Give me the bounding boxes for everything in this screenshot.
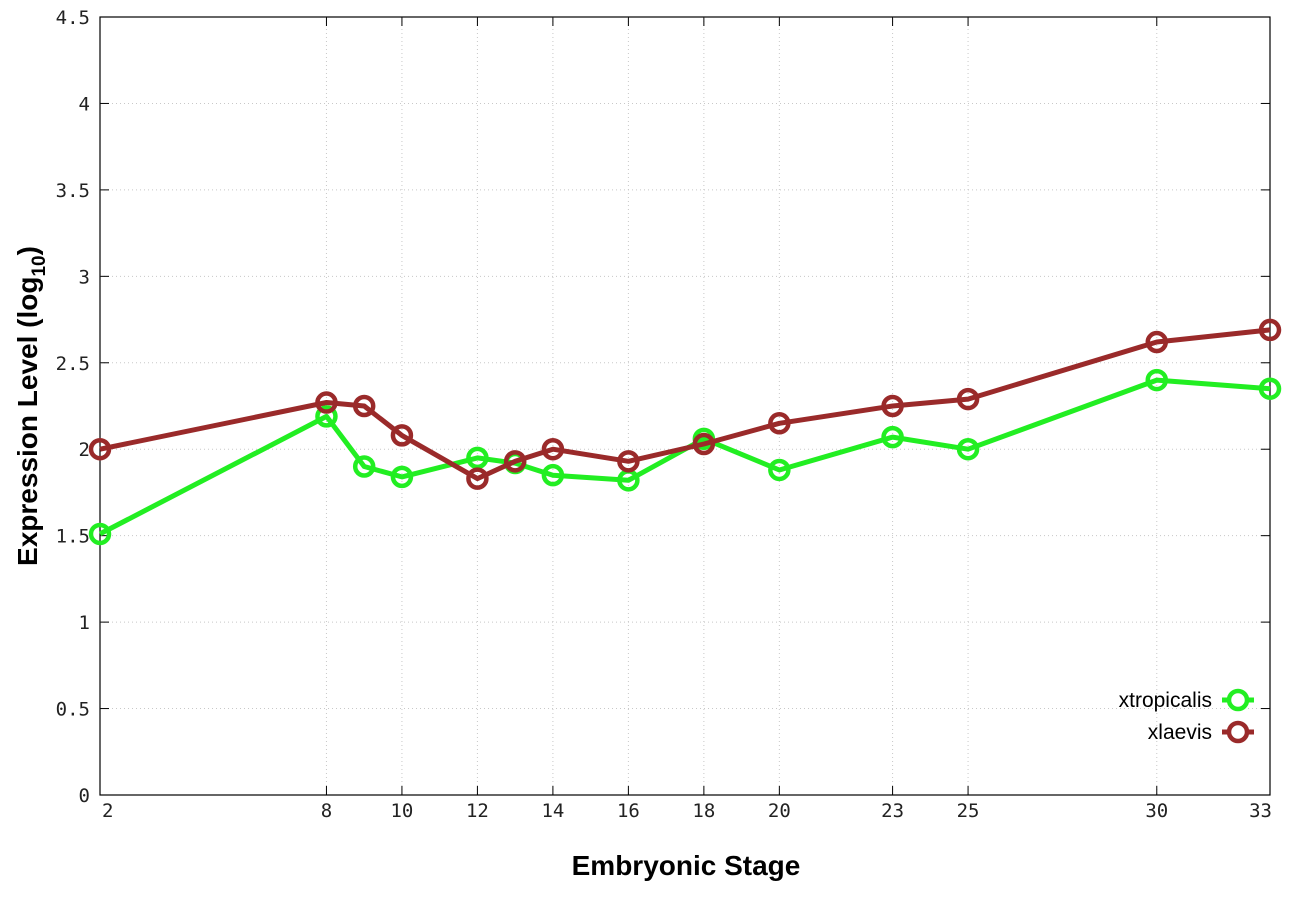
y-axis-title-subscript: 10 xyxy=(29,255,50,276)
y-tick-label: 2 xyxy=(79,439,90,461)
legend-label-xtropicalis: xtropicalis xyxy=(1119,689,1212,712)
data-point-xtropicalis xyxy=(315,405,338,428)
y-axis-title: Expression Level (log10) xyxy=(12,246,50,566)
x-tick-label: 14 xyxy=(541,800,564,822)
legend: xtropicalis xlaevis xyxy=(1119,688,1254,744)
data-point-xlaevis xyxy=(352,394,376,418)
y-tick-label: 2.5 xyxy=(56,353,90,375)
data-point-xlaevis xyxy=(1258,318,1282,342)
x-tick-label: 10 xyxy=(390,800,413,822)
data-point-xtropicalis xyxy=(617,469,640,492)
data-series xyxy=(88,318,1282,546)
data-point-xlaevis xyxy=(541,437,565,461)
data-point-xlaevis xyxy=(315,391,338,414)
y-axis-ticks: 0 0.5 1 1.5 2 2.5 3 3.5 4 4.5 xyxy=(56,7,1270,807)
data-point-xtropicalis xyxy=(352,455,376,478)
y-tick-label: 1 xyxy=(79,612,90,634)
data-point-xtropicalis xyxy=(956,437,980,461)
series-xlaevis xyxy=(88,318,1282,490)
data-point-xlaevis xyxy=(503,450,527,473)
y-tick-label: 1.5 xyxy=(56,526,90,548)
x-axis-title: Embryonic Stage xyxy=(572,850,801,881)
data-point-xtropicalis xyxy=(1145,368,1169,392)
x-tick-label: 2 xyxy=(102,800,113,822)
x-tick-label: 30 xyxy=(1145,800,1168,822)
x-tick-label: 23 xyxy=(881,800,904,822)
x-tick-label: 33 xyxy=(1249,800,1272,822)
y-tick-label: 3 xyxy=(79,266,90,288)
data-point-xlaevis xyxy=(466,467,489,490)
data-point-xtropicalis xyxy=(466,446,489,470)
data-point-xlaevis xyxy=(390,424,414,447)
data-point-xlaevis xyxy=(88,437,112,461)
plot-area-frame xyxy=(99,16,1271,796)
x-axis-ticks: 2 8 10 12 14 16 18 20 23 25 30 33 xyxy=(99,17,1272,822)
data-point-xtropicalis xyxy=(390,465,414,489)
y-tick-label: 4 xyxy=(79,93,90,115)
data-point-xlaevis xyxy=(1145,330,1169,354)
series-xtropicalis xyxy=(88,368,1282,546)
data-point-xtropicalis xyxy=(768,458,791,482)
x-tick-label: 25 xyxy=(957,800,980,822)
y-tick-label: 0 xyxy=(79,785,90,807)
data-point-xlaevis xyxy=(617,450,640,473)
grid-lines xyxy=(100,17,1270,795)
data-point-xlaevis xyxy=(768,412,791,435)
x-tick-label: 12 xyxy=(466,800,489,822)
legend-label-xlaevis: xlaevis xyxy=(1148,721,1212,744)
data-point-xlaevis xyxy=(881,394,904,418)
y-axis-title-main: Expression Level (log xyxy=(12,277,43,566)
data-point-xlaevis xyxy=(692,432,716,456)
data-point-xtropicalis xyxy=(541,463,565,487)
x-tick-label: 8 xyxy=(321,800,332,822)
data-point-xtropicalis xyxy=(881,425,904,449)
legend-marker-xtropicalis xyxy=(1226,688,1250,712)
x-tick-label: 20 xyxy=(768,800,791,822)
data-point-xtropicalis xyxy=(1258,377,1282,400)
y-tick-label: 4.5 xyxy=(56,7,90,29)
data-point-xlaevis xyxy=(956,387,980,411)
legend-marker-xlaevis xyxy=(1226,720,1250,744)
data-point-xtropicalis xyxy=(88,522,112,546)
x-tick-label: 16 xyxy=(617,800,640,822)
series-line-xtropicalis xyxy=(98,377,1271,537)
y-tick-label: 3.5 xyxy=(56,180,90,202)
x-tick-label: 18 xyxy=(692,800,715,822)
y-axis-title-close: ) xyxy=(12,246,43,255)
y-tick-label: 0.5 xyxy=(56,699,90,721)
